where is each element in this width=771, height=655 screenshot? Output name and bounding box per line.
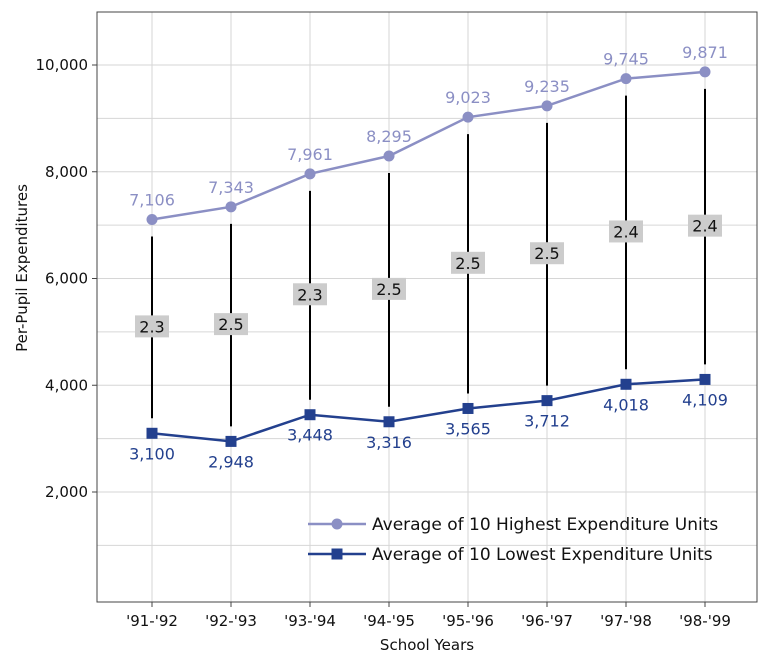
data-point-low (462, 402, 474, 414)
data-label-low: 2,948 (208, 452, 254, 471)
data-point-high (225, 201, 237, 213)
data-label-low: 4,109 (682, 390, 728, 409)
ratio-label: 2.3 (139, 317, 164, 336)
ratio-box (530, 242, 564, 265)
ratio-label: 2.3 (297, 285, 322, 304)
y-tick-label: 2,000 (45, 483, 88, 501)
data-label-high: 9,871 (682, 43, 728, 62)
plot-frame (96, 11, 758, 603)
legend-label: Average of 10 Highest Expenditure Units (372, 515, 718, 535)
ratio-label: 2.4 (692, 217, 717, 236)
legend: Average of 10 Highest Expenditure Units A… (308, 515, 718, 565)
data-point-low (383, 416, 395, 428)
data-label-low: 3,100 (129, 444, 175, 463)
legend-marker-square (331, 548, 343, 560)
data-label-high: 7,961 (287, 145, 333, 164)
ratio-label: 2.4 (613, 222, 638, 241)
data-point-high (541, 100, 553, 112)
data-point-high (462, 111, 474, 123)
ratio-connectors: 2.3 2.5 2.3 2.5 2.5 2.5 2.4 2.4 (135, 88, 722, 427)
data-label-high: 9,745 (603, 50, 649, 69)
x-axis-title: School Years (380, 636, 474, 654)
data-point-low (146, 427, 158, 439)
series (146, 66, 711, 447)
ratio-label: 2.5 (218, 315, 243, 334)
y-axis-title: Per-Pupil Expenditures (13, 184, 31, 352)
ratio-label: 2.5 (534, 244, 559, 263)
data-label-low: 4,018 (603, 395, 649, 414)
x-tick-label: '98-'99 (679, 612, 731, 630)
data-point-low (620, 378, 632, 390)
data-labels: 7,106 7,343 7,961 8,295 9,023 9,235 9,745 9,871… (129, 43, 728, 472)
data-label-high: 9,235 (524, 77, 570, 96)
ratio-box (135, 315, 169, 338)
y-tick-label: 8,000 (45, 163, 88, 181)
data-label-high: 7,106 (129, 190, 175, 209)
legend-label: Average of 10 Lowest Expenditure Units (372, 545, 713, 565)
data-label-high: 8,295 (366, 127, 412, 146)
ratio-box (293, 283, 327, 306)
axis-ticks: 2,000 4,000 6,000 8,000 10,000 '91-'92 '92-'93… (36, 56, 731, 630)
series-line-high (151, 70, 706, 221)
ratio-box (451, 251, 485, 274)
data-point-low (541, 395, 553, 407)
legend-marker-circle (331, 518, 343, 530)
x-tick-label: '91-'92 (126, 612, 178, 630)
data-point-high (383, 150, 395, 162)
y-tick-label: 10,000 (36, 56, 89, 74)
ratio-box (609, 220, 643, 243)
data-point-low (304, 409, 316, 421)
data-point-low (699, 373, 711, 385)
data-point-high (699, 66, 711, 78)
data-label-low: 3,712 (524, 412, 570, 431)
data-point-low (225, 435, 237, 447)
x-tick-label: '92-'93 (205, 612, 257, 630)
data-label-low: 3,316 (366, 433, 412, 452)
series-line-low (151, 378, 706, 443)
data-label-high: 9,023 (445, 88, 491, 107)
ratio-box (372, 277, 406, 300)
ratio-box (214, 313, 248, 336)
data-label-low: 3,448 (287, 426, 333, 445)
y-tick-label: 4,000 (45, 376, 88, 394)
x-tick-label: '95-'96 (442, 612, 494, 630)
ratio-label: 2.5 (455, 254, 480, 273)
x-tick-label: '96-'97 (521, 612, 573, 630)
x-tick-label: '97-'98 (600, 612, 652, 630)
data-label-high: 7,343 (208, 178, 254, 197)
ratio-box (688, 214, 722, 237)
y-tick-label: 6,000 (45, 270, 88, 288)
ratio-label: 2.5 (376, 280, 401, 299)
grid (97, 12, 757, 602)
x-tick-label: '93-'94 (284, 612, 336, 630)
data-point-high (620, 73, 632, 85)
data-label-low: 3,565 (445, 419, 491, 438)
data-point-high (146, 213, 158, 225)
data-point-high (304, 168, 316, 180)
x-tick-label: '94-'95 (363, 612, 415, 630)
